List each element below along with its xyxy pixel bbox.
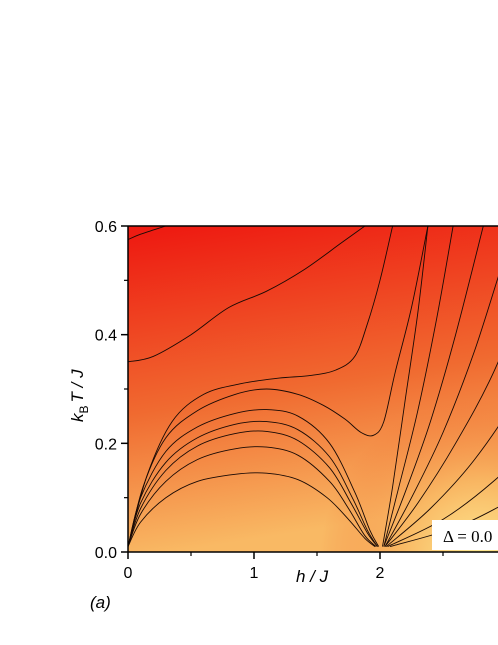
x-tick-label: 0 xyxy=(124,565,133,582)
y-axis-label-subscript: B xyxy=(77,405,91,413)
contour-line-1 xyxy=(128,226,166,241)
contour-line-2 xyxy=(128,226,366,363)
y-axis-label-k: k xyxy=(68,412,87,422)
contour-line-12 xyxy=(383,226,484,547)
panel-label: (a) xyxy=(90,593,111,612)
contour-line-10 xyxy=(382,226,429,547)
contour-line-6 xyxy=(128,420,378,547)
contour-line-9 xyxy=(128,472,376,547)
y-tick-label: 0.6 xyxy=(95,219,117,236)
heatmap-warm-region xyxy=(128,226,498,552)
contour-line-5 xyxy=(128,409,380,547)
contour-line-16 xyxy=(387,476,498,548)
x-tick-label: 1 xyxy=(250,565,259,582)
y-tick-label: 0.2 xyxy=(95,436,117,453)
contour-line-13 xyxy=(384,276,498,547)
contour-line-3 xyxy=(128,226,394,547)
y-tick-label: 0.0 xyxy=(95,545,117,562)
contour-line-14 xyxy=(384,361,498,547)
contour-line-17 xyxy=(389,506,498,548)
annotation-box: Δ = 0.0 xyxy=(432,520,498,550)
y-axis-label: kB T / J xyxy=(68,369,91,422)
y-tick-label: 0.4 xyxy=(95,328,117,345)
x-axis-label: h / J xyxy=(296,567,329,586)
contour-line-7 xyxy=(128,430,378,547)
axis-ticks: 0.0 0.2 0.4 0.6 0 1 2 xyxy=(95,219,444,582)
contour-line-11 xyxy=(383,226,454,547)
contour-lines xyxy=(128,226,498,548)
svg-text:kBT / J: kB T / J xyxy=(68,369,91,422)
contour-line-8 xyxy=(128,446,377,547)
x-tick-label: 2 xyxy=(376,565,385,582)
annotation-text: Δ = 0.0 xyxy=(443,527,492,546)
contour-line-4 xyxy=(128,226,429,547)
contour-line-15 xyxy=(386,426,498,547)
y-axis-label-rest: T / J xyxy=(68,369,87,403)
